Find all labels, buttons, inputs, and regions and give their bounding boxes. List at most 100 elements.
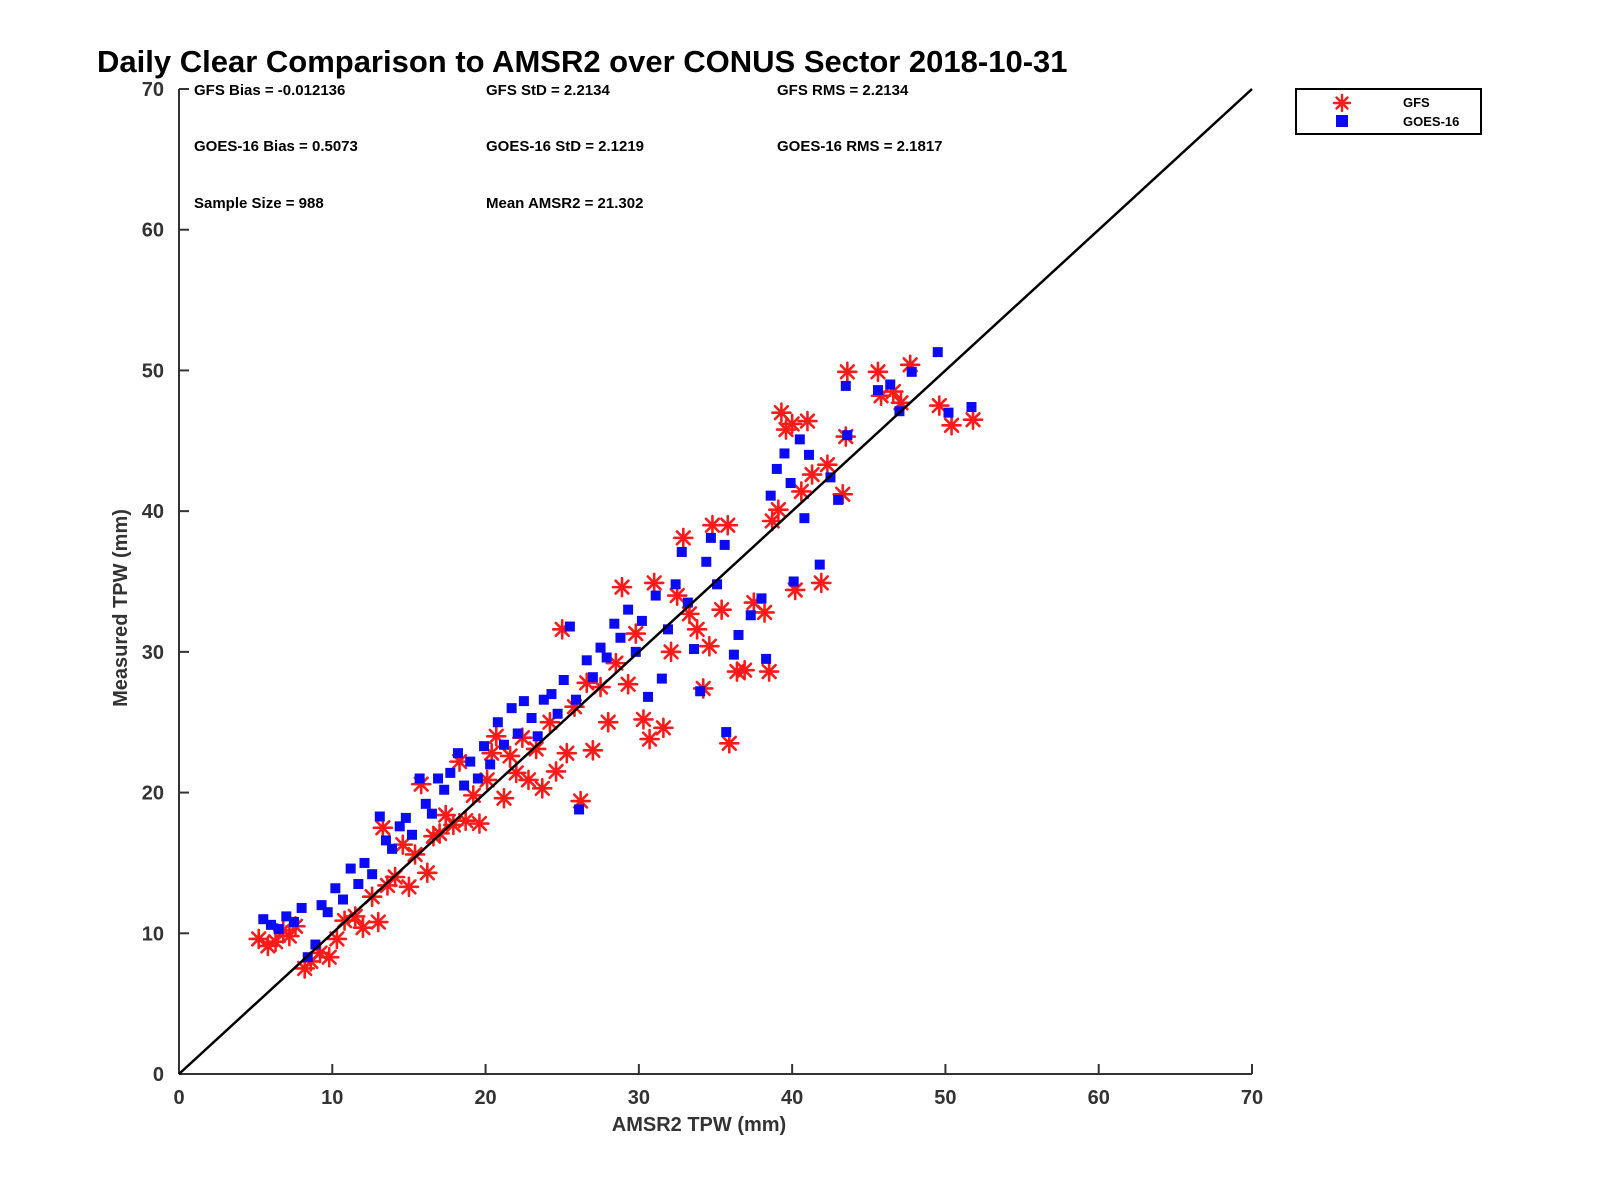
legend-box bbox=[1295, 88, 1482, 135]
goes16-data-point bbox=[526, 712, 537, 723]
goes16-data-point bbox=[695, 686, 706, 697]
gfs-data-point bbox=[398, 876, 420, 898]
goes16-data-point bbox=[670, 579, 681, 590]
y-tick-label: 40 bbox=[142, 501, 164, 523]
goes16-data-point bbox=[265, 919, 276, 930]
gfs-data-point bbox=[660, 641, 682, 663]
goes16-data-point bbox=[785, 478, 796, 488]
gfs-data-point bbox=[758, 661, 780, 682]
gfs-data-point bbox=[643, 572, 665, 594]
gfs-data-point bbox=[817, 454, 838, 476]
goes16-data-point bbox=[745, 610, 756, 621]
x-tick-label: 50 bbox=[934, 1087, 956, 1109]
goes16-data-point bbox=[623, 604, 634, 615]
goes16-data-point bbox=[581, 655, 592, 666]
gfs-data-point bbox=[810, 572, 832, 594]
x-tick-label: 60 bbox=[1088, 1087, 1110, 1109]
goes16-data-point bbox=[367, 869, 378, 880]
goes16-data-point bbox=[701, 556, 712, 567]
y-tick-label: 10 bbox=[142, 923, 164, 945]
goes16-data-point bbox=[258, 914, 269, 925]
goes16-data-point bbox=[571, 694, 582, 705]
goes16-data-point bbox=[676, 546, 687, 557]
gfs-data-point bbox=[265, 931, 286, 953]
gfs-data-point bbox=[639, 728, 660, 750]
goes16-data-point bbox=[532, 731, 543, 742]
y-axis-label: Measured TPW (mm) bbox=[110, 509, 132, 707]
goes16-data-point bbox=[552, 708, 563, 719]
gfs-data-point bbox=[499, 745, 521, 767]
mean-amsr2-stat: Mean AMSR2 = 21.302 bbox=[486, 195, 643, 212]
gfs-data-point bbox=[754, 602, 775, 623]
gfs-data-point bbox=[867, 361, 889, 383]
goes16-data-point bbox=[512, 728, 523, 739]
goes16-data-point bbox=[682, 597, 693, 608]
goes16-data-point bbox=[587, 672, 598, 683]
goes16-data-point bbox=[630, 646, 641, 657]
goes16-data-point bbox=[656, 673, 667, 684]
goes16-data-point bbox=[472, 773, 483, 784]
goes16-data-point bbox=[538, 694, 549, 705]
gfs-data-point bbox=[717, 514, 739, 536]
gfs-data-point bbox=[372, 817, 394, 839]
goes16-data-point bbox=[721, 727, 732, 738]
goes16-data-point bbox=[761, 653, 772, 664]
x-tick-label: 70 bbox=[1241, 1087, 1263, 1109]
sample-size-stat: Sample Size = 988 bbox=[194, 195, 324, 212]
gfs-data-point bbox=[367, 911, 389, 933]
y-tick-label: 50 bbox=[142, 360, 164, 382]
x-tick-label: 30 bbox=[628, 1087, 650, 1109]
goes16-data-point bbox=[310, 939, 321, 950]
goes16-data-point bbox=[840, 380, 851, 391]
goes16-data-point bbox=[445, 767, 456, 778]
goes16-data-point bbox=[574, 804, 585, 815]
goes16-data-point bbox=[643, 691, 654, 702]
goes16-data-point bbox=[322, 907, 333, 918]
gfs-data-point bbox=[625, 623, 647, 644]
gfs-data-point bbox=[326, 928, 348, 950]
y-tick-label: 70 bbox=[142, 79, 164, 101]
goes16-data-point bbox=[650, 590, 661, 601]
goes16-data-point bbox=[316, 900, 327, 911]
goes16-data-point bbox=[273, 924, 284, 935]
goes16-data-point bbox=[353, 879, 364, 890]
goes16-data-point bbox=[705, 532, 716, 543]
y-tick-label: 60 bbox=[142, 220, 164, 242]
goes16-data-point bbox=[601, 652, 612, 663]
x-tick-label: 0 bbox=[173, 1087, 184, 1109]
gfs-data-point bbox=[711, 599, 732, 620]
gfs-data-point bbox=[768, 499, 789, 521]
legend-goes16-label: GOES-16 bbox=[1403, 114, 1459, 129]
gfs-data-point bbox=[837, 361, 858, 383]
gfs-rms-stat: GFS RMS = 2.2134 bbox=[777, 82, 909, 99]
goes16-data-point bbox=[756, 593, 767, 604]
goes16-data-point bbox=[338, 894, 349, 905]
goes16-data-point bbox=[518, 696, 529, 707]
goes16-data-point bbox=[564, 621, 575, 632]
goes16-data-point bbox=[406, 829, 417, 840]
goes16-data-point bbox=[833, 494, 844, 505]
gfs-data-point bbox=[531, 778, 553, 799]
goes16-data-point bbox=[662, 624, 673, 635]
goes16-data-point bbox=[374, 811, 385, 822]
x-tick-label: 40 bbox=[781, 1087, 803, 1109]
goes16-std-stat: GOES-16 StD = 2.1219 bbox=[486, 138, 644, 155]
gfs-data-point bbox=[686, 619, 708, 640]
goes16-data-point bbox=[595, 642, 606, 653]
gfs-data-point bbox=[617, 673, 639, 695]
gfs-data-point bbox=[352, 917, 374, 938]
goes16-data-point bbox=[433, 773, 444, 784]
goes16-data-point bbox=[558, 675, 569, 685]
goes16-data-point bbox=[799, 513, 810, 524]
gfs-data-point bbox=[404, 844, 426, 865]
goes16-data-point bbox=[771, 463, 782, 474]
goes16-data-point bbox=[485, 759, 496, 770]
one-to-one-line bbox=[178, 88, 1253, 1075]
chart-title: Daily Clear Comparison to AMSR2 over CON… bbox=[97, 44, 1068, 79]
gfs-data-point bbox=[318, 946, 340, 968]
goes16-data-point bbox=[380, 835, 391, 846]
goes16-data-point bbox=[779, 448, 790, 459]
goes16-data-point bbox=[733, 629, 744, 640]
